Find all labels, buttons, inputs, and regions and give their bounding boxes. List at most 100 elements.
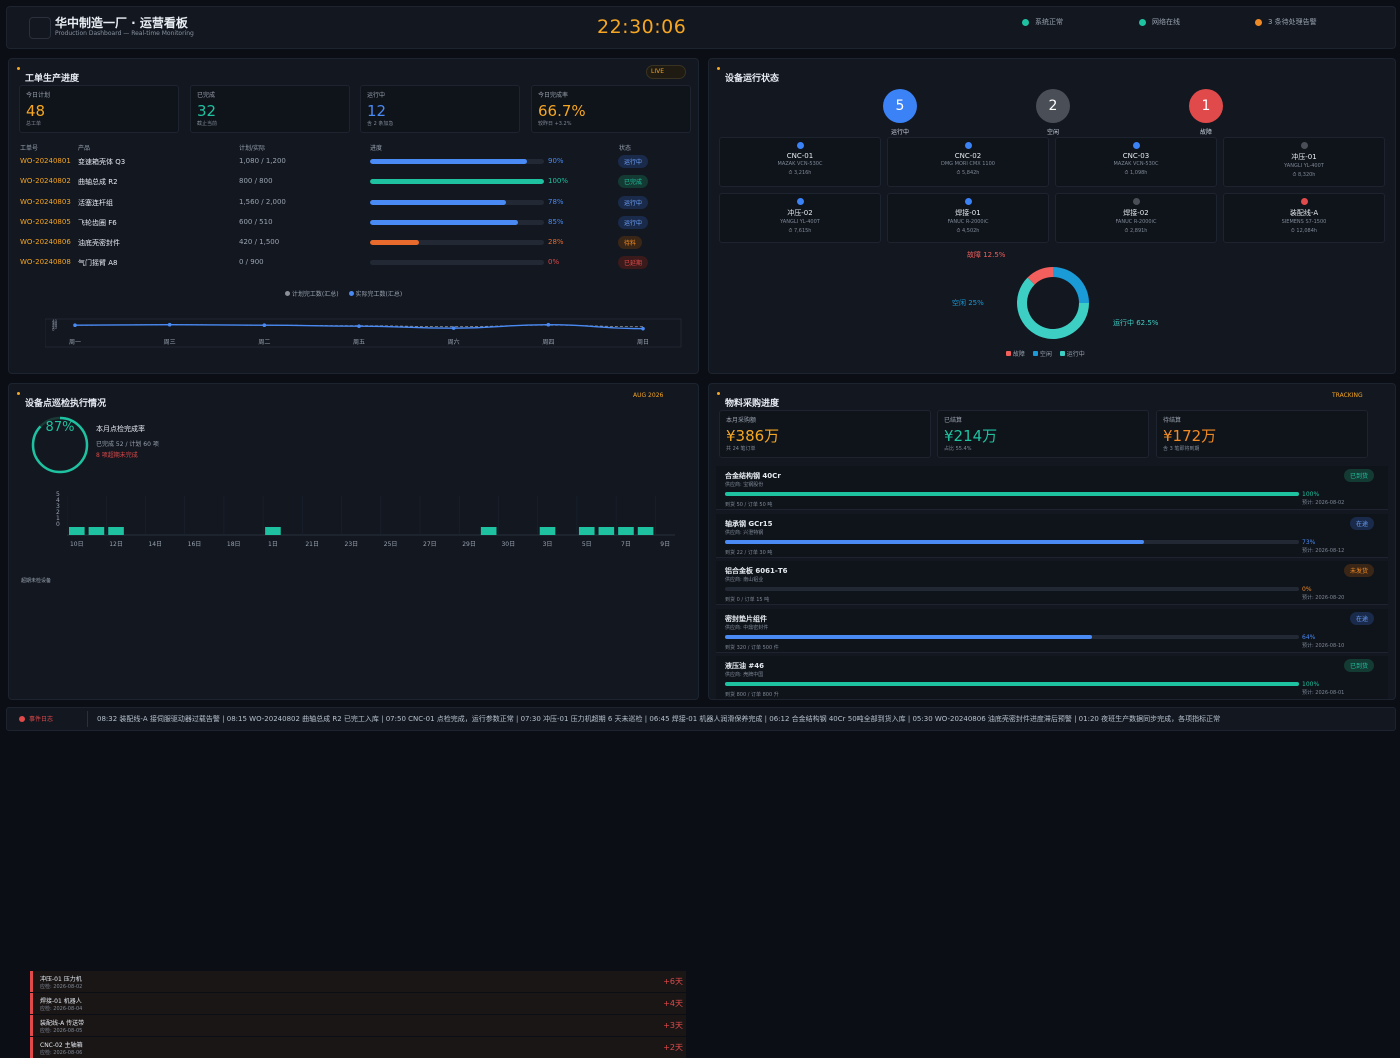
logo-icon <box>29 17 51 39</box>
overdue-item[interactable]: 冲压-01 压力机 应检: 2026-08-02 +6天 <box>30 971 686 992</box>
device-model: MAZAK VCN-530C <box>1113 161 1159 167</box>
material-item[interactable]: 轴承钢 GCr15 供应商: 兴澄特钢 到货 22 / 订单 30 吨 73% … <box>716 513 1388 558</box>
status-badge: 已到货 <box>1343 469 1374 482</box>
material-eta: 预计: 2026-08-20 <box>1302 595 1345 601</box>
overdue-item[interactable]: 焊接-01 机器人 应检: 2026-08-04 +4天 <box>30 993 686 1014</box>
status-dot-icon <box>1132 142 1140 149</box>
progress-bar <box>725 539 1299 544</box>
order-id[interactable]: WO-20240805 <box>20 217 71 226</box>
device-model: YANGLI YL-400T <box>780 219 820 225</box>
device-card[interactable]: 焊接-02 FANUC R-2000iC ⏱ 2,891h <box>1055 193 1217 243</box>
progress-bar <box>370 219 544 225</box>
order-id[interactable]: WO-20240802 <box>20 177 71 186</box>
progress-bar <box>370 260 544 266</box>
order-id[interactable]: WO-20240801 <box>20 157 71 165</box>
status-badge: 在途 <box>1349 516 1374 530</box>
device-hours: ⏱ 7,615h <box>788 228 812 234</box>
progress-bar <box>725 492 1299 496</box>
chart-frame <box>45 318 682 348</box>
device-model: DMG MORI CMX 1100 <box>941 161 995 167</box>
table-row[interactable]: WO-20240802 曲轴总成 R2 800 / 800 100% 已完成 <box>20 175 686 195</box>
panel-title: 工单生产进度 <box>25 74 80 84</box>
device-card[interactable]: CNC-03 MAZAK VCN-530C ⏱ 1,098h <box>1055 137 1217 187</box>
status-dot-icon <box>1022 18 1029 26</box>
material-item[interactable]: 铝合金板 6061-T6 供应商: 南山铝业 到货 0 / 订单 15 吨 0%… <box>716 561 1388 605</box>
table-row[interactable]: WO-20240806 油底壳密封件 420 / 1,500 28% 待料 <box>20 236 686 256</box>
device-name: 冲压-01 <box>1291 153 1317 161</box>
order-product: 飞轮齿圈 F6 <box>78 218 117 227</box>
overdue-due: 应检: 2026-08-06 <box>40 1050 83 1056</box>
clock: 22:30:06 <box>597 16 687 38</box>
table-row[interactable]: WO-20240803 活塞连杆组 1,560 / 2,000 78% 运行中 <box>20 195 686 216</box>
bar-x-axis: 10日 12日 14日 16日 18日 1日 21日 23日 25日 27日 29日 30日 3日 5日 7… <box>9 539 700 549</box>
actual-point <box>641 326 645 331</box>
x-tick-label: 周一 <box>68 339 81 346</box>
progress-bar <box>370 199 544 205</box>
actual-point <box>73 323 77 327</box>
order-id[interactable]: WO-20240808 <box>20 258 71 267</box>
bar <box>539 527 556 535</box>
bar <box>578 527 595 535</box>
device-card[interactable]: 装配线-A SIEMENS S7-1500 ⏱ 12,084h <box>1223 193 1385 243</box>
status-dot-icon <box>1300 142 1308 149</box>
overdue-item[interactable]: CNC-02 主轴箱 应检: 2026-08-06 +2天 <box>30 1037 686 1058</box>
orders-table: 工单号 产品 计划/实际 进度 状态 WO-20240801 变速箱壳体 Q3 … <box>20 143 686 277</box>
legend-running-icon <box>1059 351 1065 356</box>
kpi-card: 今日计划 48 总工单 <box>19 85 179 133</box>
x-tick-label: 30日 <box>501 541 516 548</box>
device-card[interactable]: 冲压-01 YANGLI YL-400T ⏱ 8,320h <box>1223 137 1385 187</box>
status-alerts[interactable]: 3 条待处理告警 <box>1255 17 1317 27</box>
device-hours: ⏱ 8,320h <box>1292 172 1316 178</box>
table-row[interactable]: WO-20240808 气门摇臂 A8 0 / 900 0% 已延期 <box>20 256 686 276</box>
table-row[interactable]: WO-20240801 变速箱壳体 Q3 1,080 / 1,200 90% 运… <box>20 155 686 175</box>
x-tick-label: 23日 <box>344 541 359 548</box>
order-qty: 1,080 / 1,200 <box>239 157 286 165</box>
donut-slice-运行中 <box>1017 277 1089 339</box>
material-qty: 到货 0 / 订单 15 吨 <box>725 597 770 603</box>
x-tick-label: 5日 <box>581 541 592 548</box>
table-row[interactable]: WO-20240805 飞轮齿圈 F6 600 / 510 85% 运行中 <box>20 215 686 236</box>
material-item[interactable]: 合金结构钢 40Cr 供应商: 宝钢股份 到货 50 / 订单 50 吨 100… <box>716 466 1388 510</box>
device-card[interactable]: CNC-01 MAZAK VCN-530C ⏱ 3,216h <box>719 137 881 187</box>
donut-label-idle: 空闲 25% <box>952 299 984 307</box>
status-badge: 已延期 <box>618 256 649 270</box>
order-product: 油底壳密封件 <box>78 239 120 248</box>
device-card[interactable]: 冲压-02 YANGLI YL-400T ⏱ 7,615h <box>719 193 881 243</box>
legend-actual-icon <box>348 291 354 296</box>
device-card[interactable]: 焊接-01 FANUC R-2000iC ⏱ 4,502h <box>887 193 1049 243</box>
actual-point <box>451 326 456 330</box>
x-tick-label: 周三 <box>163 339 176 346</box>
status-dot-icon <box>796 142 804 149</box>
completion-rate: 87% <box>45 420 75 435</box>
order-qty: 800 / 800 <box>239 177 273 186</box>
progress-bar <box>725 634 1299 639</box>
device-name: 焊接-01 <box>955 209 981 217</box>
overdue-name: 装配线-A 传送带 <box>40 1020 85 1027</box>
ticker-text: 08:32 装配线-A 接伺服驱动器过载告警 | 08:15 WO-202408… <box>97 715 1221 723</box>
fault-count: 1 <box>1189 89 1223 123</box>
progress-value: 28% <box>548 238 564 247</box>
material-item[interactable]: 密封垫片组件 供应商: 中鼎密封件 到货 320 / 订单 500 件 64% … <box>716 608 1388 653</box>
kpi-card: 运行中 12 含 2 条加急 <box>360 85 520 133</box>
order-id[interactable]: WO-20240803 <box>20 197 71 206</box>
status-dot-icon <box>964 198 972 205</box>
material-eta: 预计: 2026-08-01 <box>1302 690 1345 696</box>
bar <box>598 527 615 535</box>
status-badge: 已完成 <box>618 175 649 189</box>
overdue-item[interactable]: 装配线-A 传送带 应检: 2026-08-05 +3天 <box>30 1015 686 1036</box>
x-tick-label: 周六 <box>447 339 460 346</box>
material-item[interactable]: 液压油 #46 供应商: 壳牌中国 到货 800 / 订单 800 升 100%… <box>716 656 1388 700</box>
bar <box>265 527 281 535</box>
x-tick-label: 12日 <box>109 541 123 548</box>
panel-marker-icon <box>717 67 720 70</box>
overdue-days: +4天 <box>663 999 683 1008</box>
status-badge: 待料 <box>618 236 643 250</box>
inspection-panel: 设备点巡检执行情况 AUG 2026 87% 本月点检完成率 已完成 52 / … <box>8 383 700 1058</box>
actual-point <box>262 323 267 327</box>
device-card[interactable]: CNC-02 DMG MORI CMX 1100 ⏱ 5,842h <box>887 137 1049 187</box>
order-id[interactable]: WO-20240806 <box>20 238 71 247</box>
material-eta: 预计: 2026-08-02 <box>1302 500 1345 506</box>
x-tick-label: 3日 <box>542 541 553 548</box>
progress-value: 100% <box>548 177 569 186</box>
